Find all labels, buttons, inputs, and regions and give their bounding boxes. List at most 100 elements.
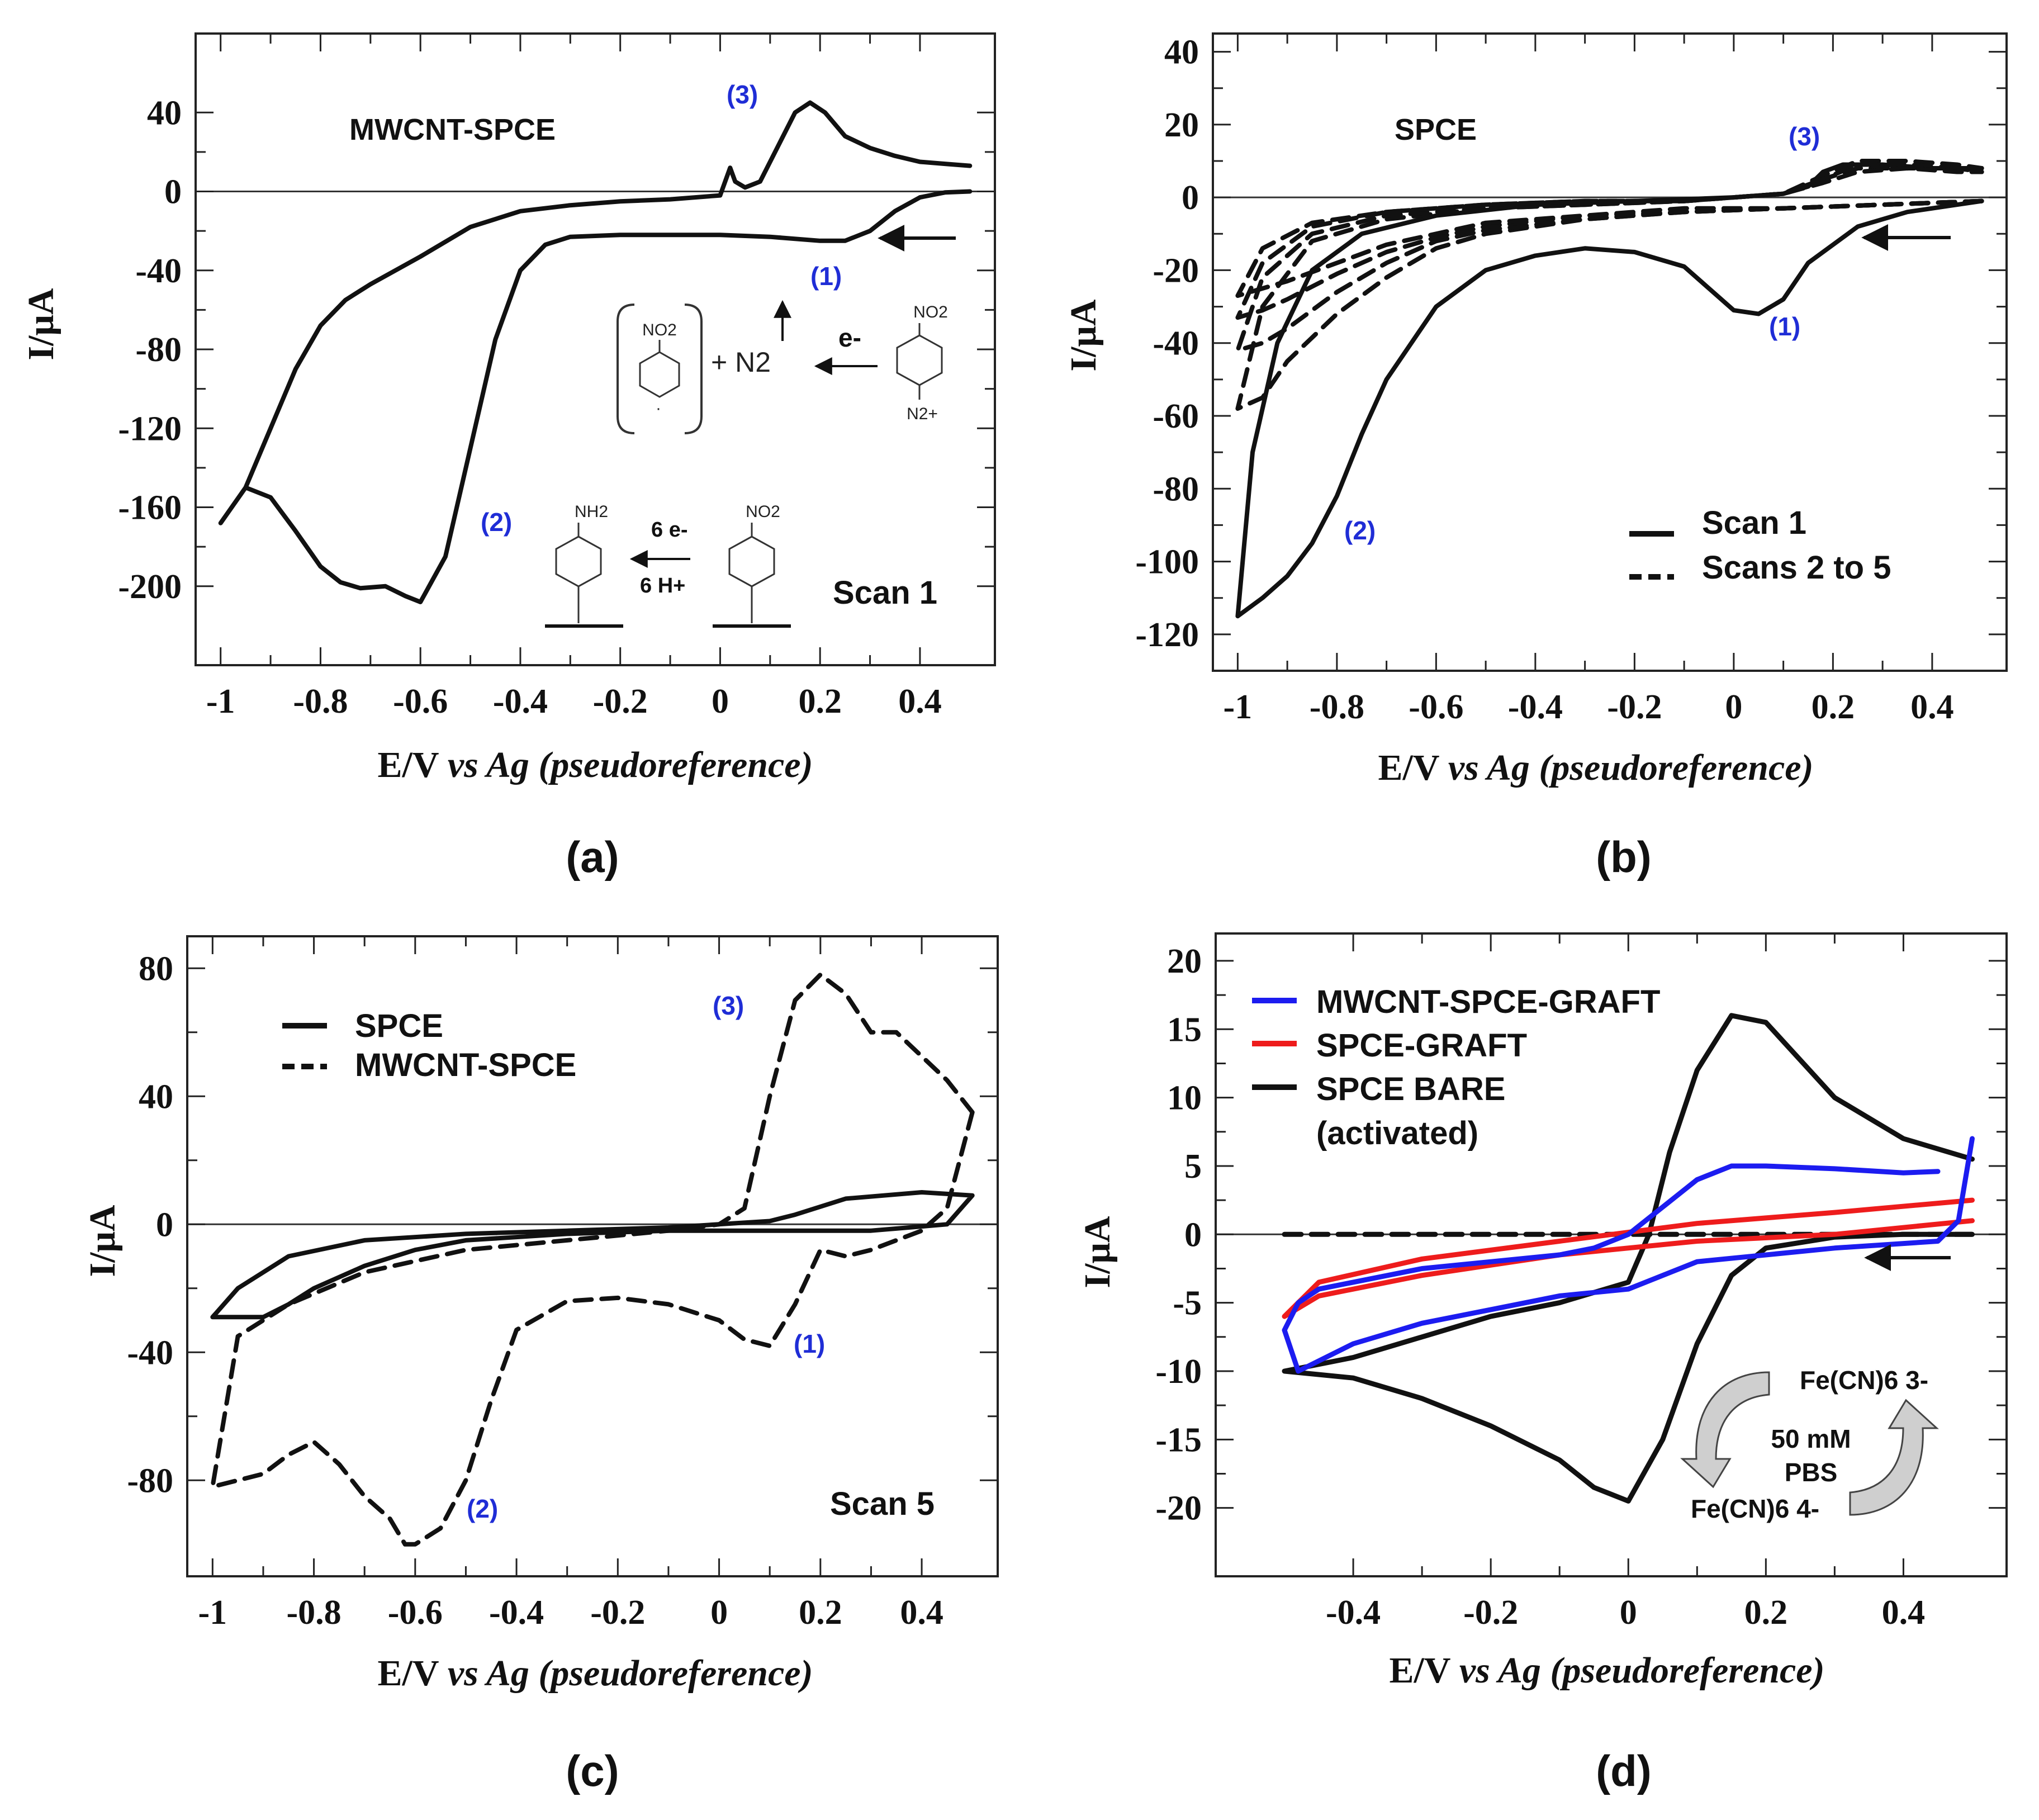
peak-label-1: (1) [1769,312,1800,341]
panel-b: -1 -0.8 -0.6 -0.4 -0.2 0 0.2 0.440200-20-40-60-… [1135,34,2007,726]
y-tick-label: -120 [1135,616,1199,654]
electron-label: e- [838,323,861,352]
x-axis-title-c: E/V vs Ag (pseudoreference) [377,1653,813,1694]
svg-text:·: · [656,399,661,418]
peak-label-3: (3) [1789,122,1820,151]
panel-letter-d: (d) [1596,1746,1652,1795]
panel-c: -1 -0.8 -0.6 -0.4 -0.2 0 0.2 0.4 80 40 0 -40 -80 [127,936,998,1632]
x-tick-label: -0.2 [590,1594,645,1632]
legend-label-spce-bare: SPCE BARE [1316,1071,1505,1107]
x-tick-label: -0.4 [1326,1594,1381,1632]
peak-label-2: (2) [481,508,512,537]
y-tick-label: -100 [1135,543,1199,581]
y-tick-label: 40 [139,1078,173,1116]
panel-letter-b: (b) [1596,832,1652,881]
x-tick-label: -0.4 [489,1594,544,1632]
six-electron-label: 6 e- [651,518,687,542]
y-tick-label: -200 [118,568,182,606]
y-axis-title-d: I/μA [1077,1216,1118,1288]
y-tick-label: -20 [1153,252,1199,290]
y-tick-label: 5 [1184,1148,1202,1186]
x-tick-label: 0.2 [798,682,842,721]
six-proton-label: 6 H+ [640,574,685,598]
x-tick-label: 0.2 [1812,688,1855,726]
x-tick-label: 0.2 [799,1594,842,1632]
x-tick-label: -1 [198,1594,227,1632]
x-tick-label: 0.4 [1882,1594,1926,1632]
x-axis-title-d: E/V vs Ag (pseudoreference) [1389,1650,1824,1691]
y-tick-label: -15 [1155,1421,1202,1459]
x-tick-label: -0.4 [1508,688,1563,726]
peak-label-1: (1) [810,262,842,291]
x-tick-label: -0.8 [293,682,348,721]
y-tick-label: -40 [135,252,182,290]
y-tick-label: 10 [1167,1079,1202,1117]
x-tick-label: -0.6 [393,682,448,721]
diazonium-label: N2+ [907,405,938,423]
y-axis-title-a: I/μA [21,288,61,360]
y-tick-label: 40 [1164,34,1199,72]
x-tick-label: -0.8 [1310,688,1364,726]
x-tick-label: 0.4 [900,1594,943,1632]
y-tick-label: -80 [127,1462,173,1500]
x-tick-label: -0.2 [1607,688,1662,726]
y-axis-title-c: I/μA [82,1205,123,1277]
amine-label: NH2 [575,503,608,521]
y-tick-label: 0 [1184,1216,1202,1254]
y-tick-label: 0 [1182,179,1199,217]
y-tick-label: 15 [1167,1011,1202,1049]
y-tick-label: -80 [135,331,182,369]
scan-label-a: Scan 1 [833,575,937,611]
legend-label-scan1: Scan 1 [1702,505,1806,541]
x-tick-label: 0 [712,682,729,721]
y-tick-label: -40 [127,1334,173,1372]
medium-label-2: PBS [1785,1458,1838,1487]
nitro-label: NO2 [913,303,948,321]
y-tick-label: -5 [1173,1285,1202,1323]
y-axis-title-b: I/μA [1063,299,1104,371]
y-tick-label: -20 [1155,1490,1202,1528]
legend-label-spce-graft: SPCE-GRAFT [1316,1027,1527,1064]
x-axis-title-a: E/V vs Ag (pseudoreference) [377,745,813,785]
plot-area [187,936,998,1576]
y-tick-label: -160 [118,489,182,527]
panel-letter-a: (a) [566,832,619,881]
y-tick-label: 40 [147,94,182,132]
scan-label-c: Scan 5 [830,1486,935,1522]
y-tick-label: -40 [1153,325,1199,363]
legend-label-scans: Scans 2 to 5 [1702,549,1891,586]
medium-label-1: 50 mM [1771,1424,1851,1453]
x-tick-label: -1 [1224,688,1253,726]
x-tick-label: 0 [710,1594,728,1632]
x-tick-label: -0.6 [388,1594,443,1632]
panel-b-title: SPCE [1395,113,1477,146]
legend-label-spce: SPCE [355,1008,443,1044]
panel-a: -1 -0.8 -0.6 -0.4 -0.2 0 0.2 0.4400-40-80-120-1… [118,34,995,721]
x-tick-label: -0.2 [593,682,648,721]
peak-label-3: (3) [727,80,758,109]
ferrocyanide-label: Fe(CN)6 4- [1691,1494,1819,1523]
x-tick-label: 0 [1620,1594,1637,1632]
x-tick-label: -1 [206,682,235,721]
legend-label-activated: (activated) [1316,1115,1478,1151]
x-tick-label: 0.2 [1744,1594,1788,1632]
y-tick-label: 0 [156,1206,173,1244]
peak-label-2: (2) [467,1494,498,1523]
x-axis-title-b: E/V vs Ag (pseudoreference) [1378,747,1813,788]
x-tick-label: 0 [1725,688,1742,726]
y-tick-label: 20 [1167,942,1202,980]
x-tick-label: -0.8 [286,1594,341,1632]
panel-d: -0.4 -0.2 0 0.2 0.4 20 15 10 5 0 -5 -10 -15 -20 [1155,933,2007,1632]
x-tick-label: -0.6 [1409,688,1463,726]
legend-label-mwcnt: MWCNT-SPCE [355,1047,576,1083]
x-tick-label: 0.4 [898,682,942,721]
peak-label-2: (2) [1344,516,1376,545]
y-tick-label: -120 [118,410,182,448]
plus-n2-label: + N2 [711,347,771,378]
legend-label-mwcnt-graft: MWCNT-SPCE-GRAFT [1316,984,1660,1020]
y-tick-label: 0 [164,173,182,211]
y-tick-label: 80 [139,950,173,988]
y-tick-label: 20 [1164,106,1199,144]
panel-letter-c: (c) [566,1746,619,1795]
nitro-label: NO2 [746,503,780,521]
